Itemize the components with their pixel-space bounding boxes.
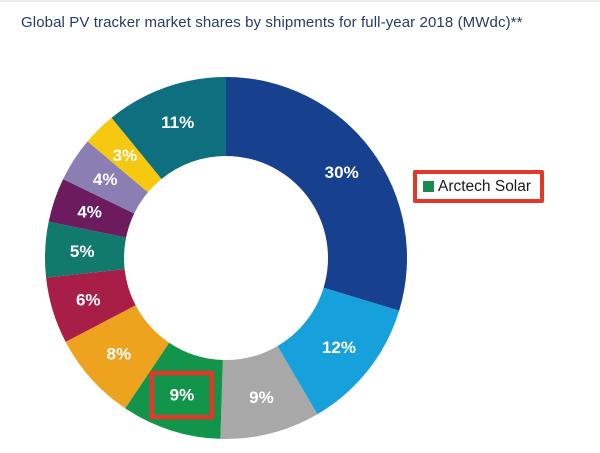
slice-label-2: 9% bbox=[249, 388, 274, 407]
donut-slice-5 bbox=[46, 269, 136, 342]
donut-slice-6 bbox=[44, 221, 127, 278]
donut-slice-10 bbox=[111, 76, 226, 179]
slice-label-9: 3% bbox=[113, 146, 138, 165]
slice-label-8: 4% bbox=[93, 170, 118, 189]
slice-label-10: 11% bbox=[161, 113, 194, 132]
donut-slice-7 bbox=[48, 179, 135, 238]
slice-label-0: 30% bbox=[325, 163, 359, 182]
legend-arctech-solar: Arctech Solar bbox=[413, 170, 545, 203]
legend-marker-square-icon bbox=[423, 181, 434, 192]
slice-label-3: 9% bbox=[170, 386, 195, 405]
donut-slice-0 bbox=[226, 77, 408, 311]
donut-slice-1 bbox=[277, 287, 400, 415]
slice-label-4: 8% bbox=[107, 345, 132, 364]
highlight-box-arctech-slice bbox=[149, 370, 215, 420]
donut-slice-8 bbox=[63, 141, 148, 214]
chart-title: Global PV tracker market shares by shipm… bbox=[21, 14, 523, 31]
slice-label-7: 4% bbox=[77, 202, 102, 221]
donut-slice-9 bbox=[87, 117, 162, 193]
donut-slice-2 bbox=[220, 346, 318, 439]
legend-label: Arctech Solar bbox=[438, 177, 532, 195]
donut-slice-4 bbox=[65, 305, 170, 409]
slice-label-5: 6% bbox=[76, 290, 101, 309]
slice-label-1: 12% bbox=[322, 338, 356, 357]
slice-label-6: 5% bbox=[70, 242, 95, 261]
